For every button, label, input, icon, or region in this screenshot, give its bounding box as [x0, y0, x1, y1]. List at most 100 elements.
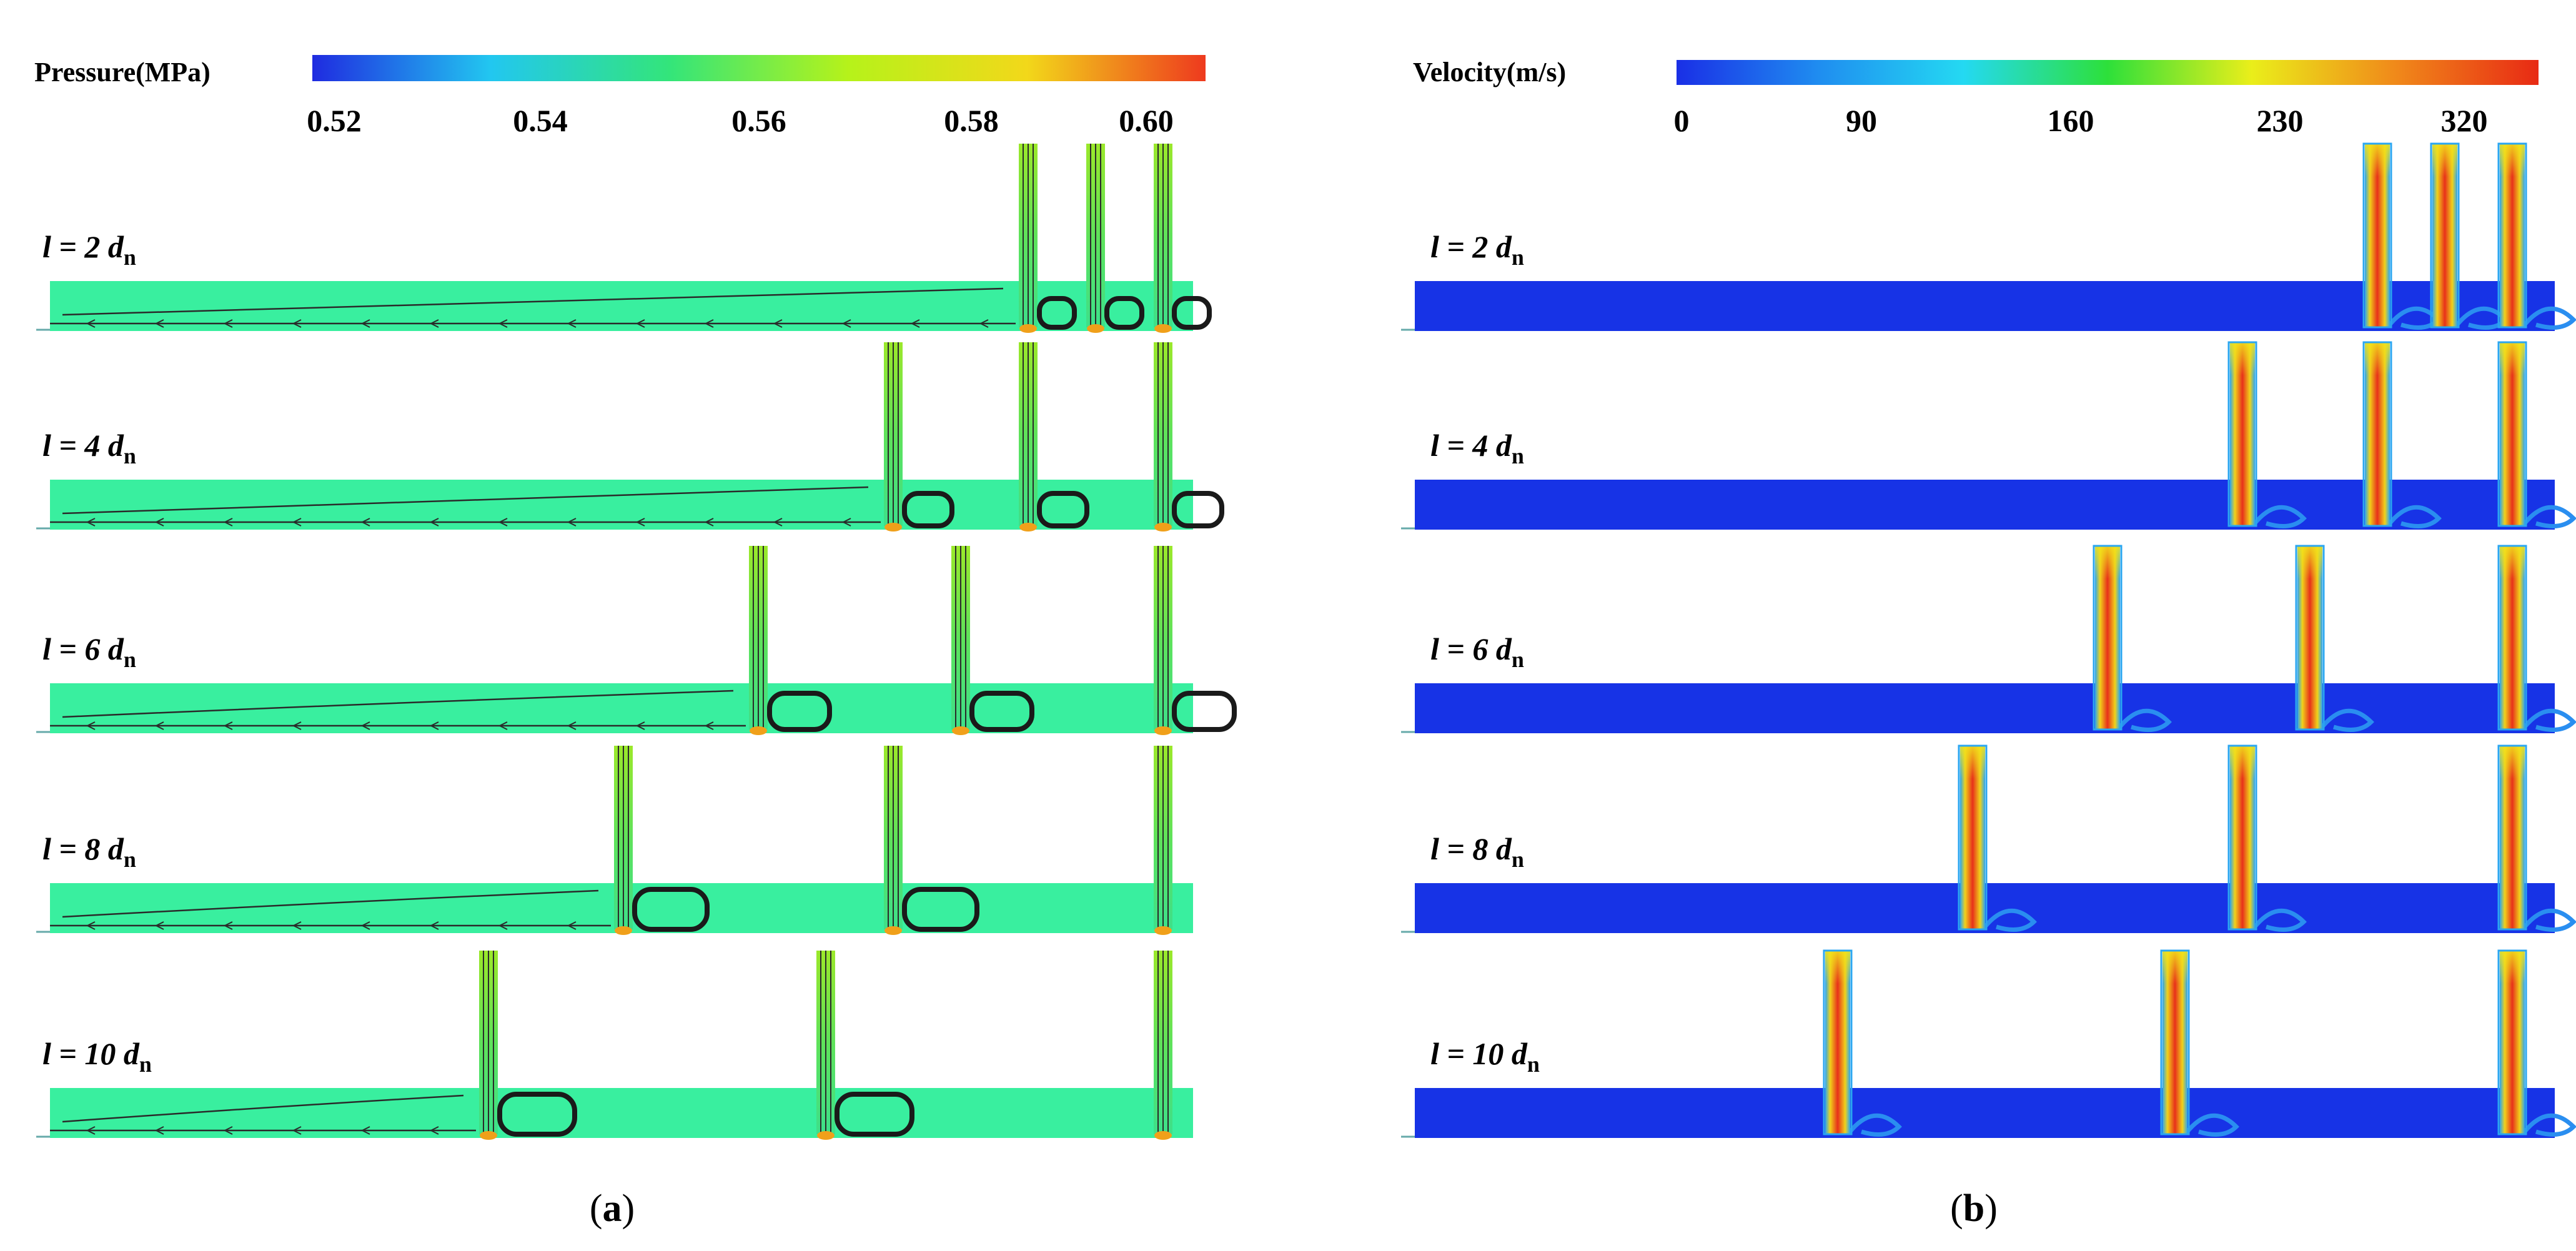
wake: [2252, 505, 2307, 528]
velocity-row-label-2: l = 6 dn: [1430, 631, 1524, 672]
velocity-row-1: l = 4 dn: [1401, 341, 2576, 530]
pressure-tick-2: 0.56: [731, 103, 786, 138]
velocity-row-4: l = 10 dn: [1401, 949, 2576, 1138]
velocity-nozzle-jet: [2497, 341, 2576, 528]
pressure-row-label-1: l = 4 dn: [42, 428, 136, 468]
pressure-row-2: l = 6 dn: [36, 546, 1237, 735]
pressure-nozzle-jet: [1019, 342, 1089, 532]
pressure-row-label-0: l = 2 dn: [42, 229, 136, 270]
wake: [2252, 908, 2307, 932]
wake: [2319, 708, 2374, 732]
velocity-tick-2: 160: [2048, 103, 2094, 138]
pressure-nozzle-jet: [1154, 951, 1172, 1140]
velocity-nozzle-jet: [2295, 545, 2374, 732]
velocity-colorbar: [1677, 60, 2539, 85]
vortex: [1172, 296, 1212, 330]
vortex: [969, 691, 1034, 732]
vortex: [1172, 691, 1237, 732]
pressure-nozzle-jet: [951, 546, 1034, 735]
wake: [2184, 1113, 2239, 1137]
pressure-nozzle-jet: [614, 746, 710, 935]
pressure-nozzle-jet: [884, 342, 954, 532]
wake: [2522, 708, 2576, 732]
pressure-nozzle-jet: [1086, 144, 1144, 333]
velocity-nozzle-jet: [2093, 545, 2172, 732]
velocity-nozzle-jet: [2497, 142, 2576, 330]
pressure-tick-1: 0.54: [513, 103, 568, 138]
pressure-row-label-4: l = 10 dn: [42, 1036, 152, 1077]
velocity-nozzle-jet: [2430, 142, 2509, 330]
pressure-row-1: l = 4 dn: [36, 342, 1224, 532]
pressure-rows: l = 2 dn l = 4 dn l = 6 dn l = 8 dn l = 10 d…: [36, 144, 1237, 1140]
velocity-nozzle-jet: [2362, 142, 2442, 330]
wake: [2522, 1113, 2576, 1137]
velocity-nozzle-jet: [2497, 744, 2576, 932]
panel-a-caption: (a): [590, 1187, 635, 1230]
panel-a: Pressure(MPa) 0.52 0.54 0.56 0.58 0.60 l…: [34, 55, 1237, 1230]
pressure-row-4: l = 10 dn: [36, 951, 1193, 1140]
velocity-row-label-3: l = 8 dn: [1430, 831, 1524, 872]
velocity-nozzle-jet: [2160, 949, 2239, 1137]
pressure-duct: [50, 1088, 1193, 1138]
wake: [2117, 708, 2172, 732]
velocity-row-2: l = 6 dn: [1401, 545, 2576, 733]
pressure-duct: [50, 480, 1193, 530]
velocity-nozzle-jet: [1958, 744, 2037, 932]
velocity-nozzle-jet: [1823, 949, 1902, 1137]
wake: [2522, 908, 2576, 932]
vortex: [497, 1092, 577, 1137]
streamlines: [50, 889, 611, 930]
wake: [1982, 908, 2037, 932]
velocity-tick-0: 0: [1674, 103, 1690, 138]
vortex: [632, 887, 710, 932]
pressure-nozzle-jet: [1154, 144, 1212, 333]
pressure-row-0: l = 2 dn: [36, 144, 1212, 333]
velocity-duct: [1415, 1088, 2555, 1138]
vortex: [902, 491, 954, 528]
pressure-nozzle-jet: [1154, 546, 1237, 735]
velocity-duct: [1415, 683, 2555, 733]
pressure-nozzle-jet: [1154, 342, 1224, 532]
pressure-nozzle-jet: [816, 951, 914, 1140]
velocity-nozzle-jet: [2227, 744, 2307, 932]
vortex: [835, 1092, 914, 1137]
velocity-nozzle-jet: [2227, 341, 2307, 528]
velocity-row-0: l = 2 dn: [1401, 142, 2576, 331]
pressure-nozzle-jet: [1154, 746, 1172, 935]
velocity-tick-4: 320: [2441, 103, 2488, 138]
pressure-row-label-2: l = 6 dn: [42, 631, 136, 672]
velocity-colorbar-title: Velocity(m/s): [1413, 57, 1566, 87]
wake: [2522, 505, 2576, 528]
velocity-row-label-0: l = 2 dn: [1430, 229, 1524, 270]
pressure-nozzle-jet: [884, 746, 979, 935]
pressure-tick-4: 0.60: [1119, 103, 1174, 138]
pressure-nozzle-jet: [749, 546, 832, 735]
velocity-row-label-1: l = 4 dn: [1430, 428, 1524, 468]
pressure-row-label-3: l = 8 dn: [42, 831, 136, 872]
velocity-row-3: l = 8 dn: [1401, 744, 2576, 933]
vortex: [767, 691, 832, 732]
vortex: [1172, 491, 1224, 528]
vortex: [902, 887, 979, 932]
pressure-colorbar-title: Pressure(MPa): [34, 57, 211, 87]
velocity-duct: [1415, 480, 2555, 530]
vortex: [1037, 491, 1089, 528]
velocity-nozzle-jet: [2362, 341, 2442, 528]
pressure-duct: [50, 281, 1193, 331]
velocity-rows: l = 2 dn l = 4 dn l = 6 dn l = 8 dn l = 10 d…: [1401, 142, 2576, 1138]
velocity-row-label-4: l = 10 dn: [1430, 1036, 1540, 1077]
velocity-nozzle-jet: [2497, 545, 2576, 732]
velocity-duct: [1415, 281, 2555, 331]
velocity-nozzle-jet: [2497, 949, 2576, 1137]
panel-b: Velocity(m/s) 0 90 160 230 320 l = 2 dnl…: [1401, 57, 2576, 1230]
vortex: [1037, 296, 1077, 330]
streamlines: [50, 690, 746, 730]
pressure-tick-3: 0.58: [944, 103, 999, 138]
pressure-nozzle-jet: [1019, 144, 1077, 333]
vortex: [1104, 296, 1144, 330]
velocity-tick-3: 230: [2257, 103, 2304, 138]
streamlines: [50, 1094, 476, 1135]
pressure-row-3: l = 8 dn: [36, 746, 1193, 935]
wake: [2522, 306, 2576, 330]
